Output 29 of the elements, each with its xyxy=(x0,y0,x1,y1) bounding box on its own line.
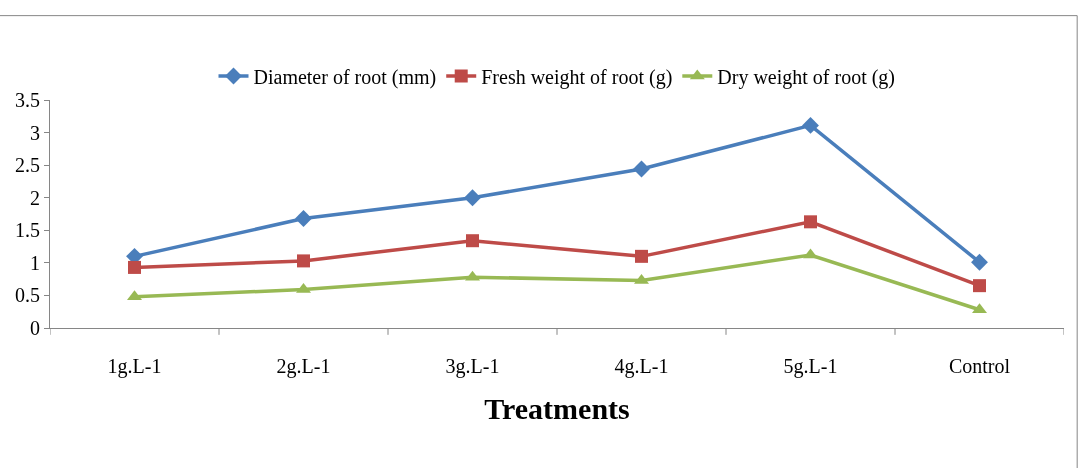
x-tick-label: 1g.L-1 xyxy=(107,355,162,378)
x-axis-title: Treatments xyxy=(484,391,630,425)
point xyxy=(633,160,650,178)
point xyxy=(295,210,312,228)
x-tick-label: Control xyxy=(948,355,1011,377)
point xyxy=(802,116,819,134)
point xyxy=(297,254,310,268)
point xyxy=(973,279,986,293)
y-tick-label: 3.5 xyxy=(15,89,40,111)
point xyxy=(804,215,817,229)
x-tick-label: 3g.L-1 xyxy=(445,355,500,378)
x-tick-label: 2g.L-1 xyxy=(276,355,331,378)
legend-label: Fresh weight of root (g) xyxy=(481,65,673,89)
y-tick-label: 0.5 xyxy=(15,284,40,307)
y-tick-label: 3 xyxy=(30,121,40,144)
point xyxy=(464,189,481,207)
y-tick-label: 2.5 xyxy=(15,154,40,177)
point xyxy=(128,260,141,274)
x-tick-label: 4g.L-1 xyxy=(614,355,669,378)
y-tick-label: 0 xyxy=(30,317,40,339)
point xyxy=(635,249,648,263)
x-tick-label: 5g.L-1 xyxy=(783,355,838,378)
y-tick-label: 1.5 xyxy=(15,219,40,242)
point xyxy=(971,253,988,271)
y-tick-label: 1 xyxy=(30,251,40,274)
point xyxy=(466,234,479,248)
y-tick-label: 2 xyxy=(30,186,40,209)
legend-label: Dry weight of root (g) xyxy=(717,65,896,89)
legend-label: Diameter of root (mm) xyxy=(253,65,437,89)
